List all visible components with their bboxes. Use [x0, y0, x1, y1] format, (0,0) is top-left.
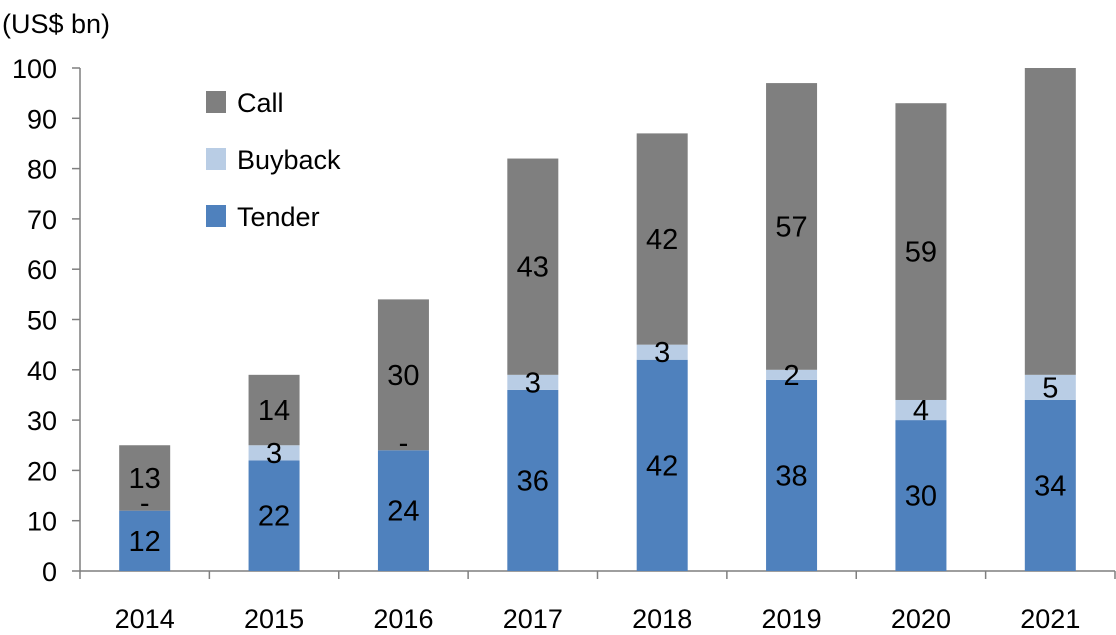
legend-swatch-tender — [206, 205, 226, 227]
bar-segment-tender — [507, 389, 559, 571]
bar-segment-tender — [895, 420, 947, 571]
x-tick-label: 2017 — [503, 604, 563, 634]
y-tick-label: 30 — [27, 406, 57, 436]
bar-segment-tender — [248, 460, 300, 571]
data-label-tender: 36 — [517, 465, 549, 497]
legend: Call Buyback Tender — [206, 88, 341, 232]
data-label-call: 42 — [646, 224, 678, 256]
y-tick-label: 60 — [27, 255, 57, 285]
bar-segment-call — [507, 158, 559, 375]
data-label-tender: 30 — [905, 481, 937, 513]
y-tick-label: 40 — [27, 356, 57, 386]
bar-segment-buyback — [507, 374, 559, 390]
data-label-buyback: 3 — [654, 337, 670, 369]
y-tick-label: 90 — [27, 104, 57, 134]
bar-segment-tender — [377, 450, 429, 571]
data-label-call: 30 — [387, 360, 419, 392]
bar-segment-call — [377, 299, 429, 451]
x-tick-label: 2015 — [244, 604, 304, 634]
bar-segment-buyback — [766, 369, 818, 380]
bar-segment-call — [1024, 68, 1076, 375]
y-tick-label: 80 — [27, 155, 57, 185]
y-tick-label: 70 — [27, 205, 57, 235]
bar-segment-buyback — [248, 445, 300, 461]
x-tick-label: 2020 — [891, 604, 951, 634]
y-tick-label: 100 — [12, 54, 57, 84]
legend-swatch-buyback — [206, 148, 226, 170]
y-tick-label: 20 — [27, 456, 57, 486]
bar-segment-call — [766, 83, 818, 370]
data-label-buyback: 2 — [783, 360, 799, 392]
data-label-buyback: - — [140, 488, 150, 520]
bar-segment-tender — [119, 510, 171, 571]
bar-segment-buyback — [895, 399, 947, 421]
x-tick-label: 2014 — [115, 604, 175, 634]
bar-segment-call — [119, 445, 171, 511]
bar-segment-call — [636, 133, 688, 345]
data-label-tender: 42 — [646, 450, 678, 482]
bars-group — [119, 68, 1076, 571]
y-tick-label: 0 — [42, 557, 57, 587]
data-label-buyback: - — [399, 427, 409, 459]
legend-label-call: Call — [237, 88, 284, 118]
x-tick-label: 2018 — [632, 604, 692, 634]
data-label-call: 43 — [517, 252, 549, 284]
bar-segment-call — [248, 374, 300, 446]
data-label-buyback: 3 — [525, 367, 541, 399]
data-label-tender: 38 — [775, 460, 807, 492]
data-label-buyback: 3 — [266, 438, 282, 470]
bar-segment-buyback — [1024, 374, 1076, 400]
data-label-tender: 34 — [1034, 470, 1066, 502]
data-label-tender: 12 — [129, 526, 161, 558]
data-label-buyback: 4 — [913, 395, 929, 427]
legend-swatch-call — [206, 91, 226, 113]
data-label-call: 57 — [775, 211, 807, 243]
x-tick-label: 2016 — [373, 604, 433, 634]
data-label-call: 59 — [905, 237, 937, 269]
data-label-call: 13 — [129, 463, 161, 495]
y-tick-label: 10 — [27, 507, 57, 537]
data-label-call: 14 — [258, 395, 290, 427]
x-tick-label: 2019 — [762, 604, 822, 634]
y-axis-unit-label: (US$ bn) — [2, 9, 110, 39]
x-tick-label: 2021 — [1020, 604, 1080, 634]
bar-segment-buyback — [636, 344, 688, 360]
bar-segment-tender — [636, 359, 688, 571]
data-label-tender: 24 — [387, 496, 419, 528]
y-tick-label: 50 — [27, 306, 57, 336]
bar-segment-tender — [766, 379, 818, 571]
data-label-buyback: 5 — [1042, 372, 1058, 404]
data-label-tender: 22 — [258, 501, 290, 533]
x-axis: 2014 2015 2016 2017 2018 2019 2020 2021 — [79, 570, 1116, 634]
bar-segment-tender — [1024, 399, 1076, 571]
bar-segment-call — [895, 103, 947, 400]
legend-label-tender: Tender — [237, 202, 320, 232]
legend-label-buyback: Buyback — [237, 145, 341, 175]
y-axis: 0 10 20 30 40 50 60 70 80 90 100 — [12, 54, 81, 587]
